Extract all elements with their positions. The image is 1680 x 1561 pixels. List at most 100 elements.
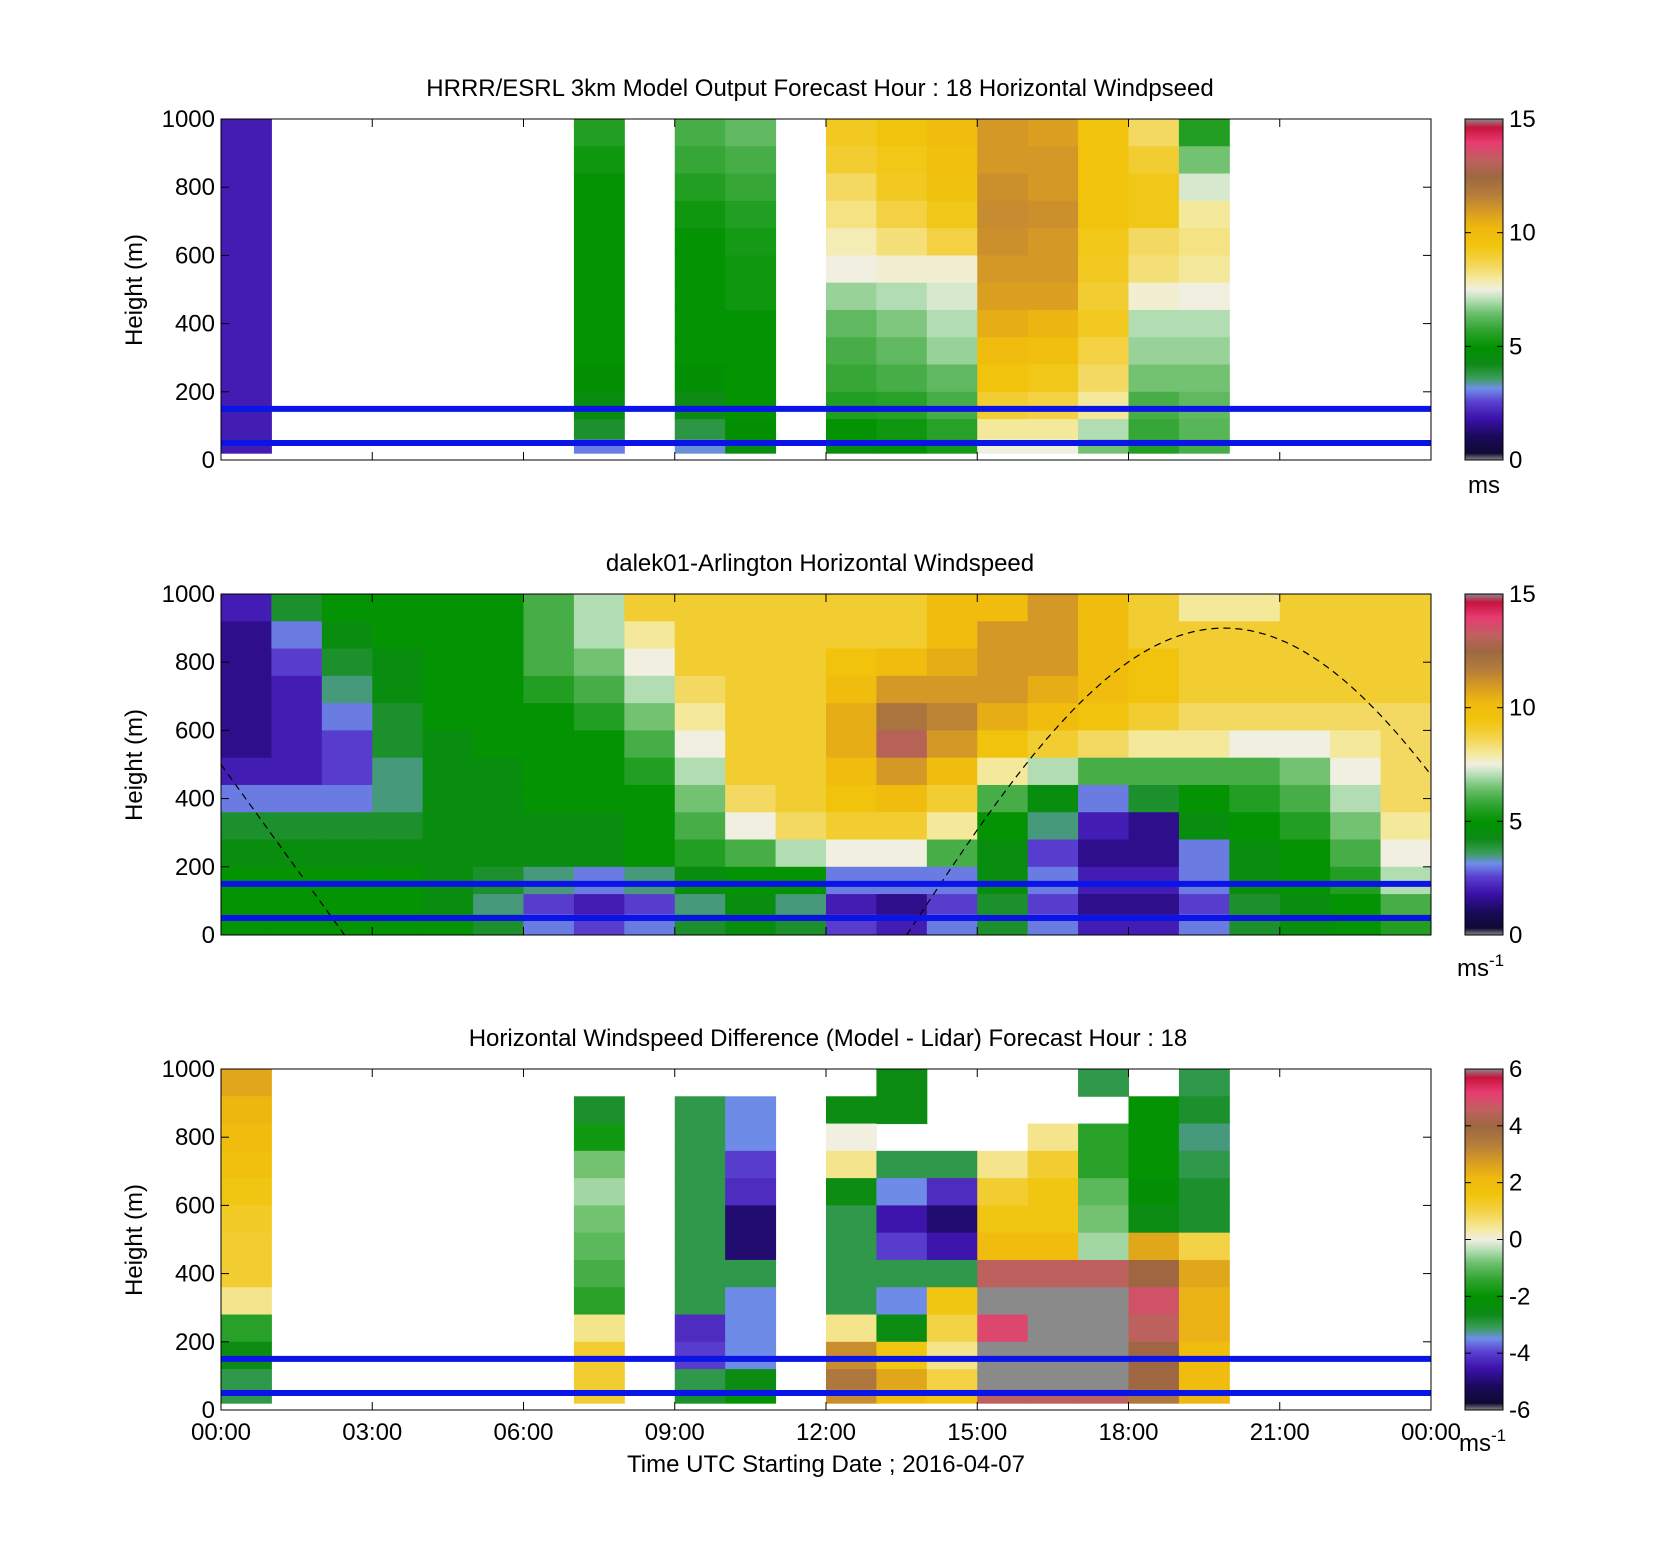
heatmap-cell — [926, 337, 978, 366]
heatmap-cell — [271, 648, 323, 677]
heatmap-cell — [725, 255, 777, 284]
heatmap-cell — [977, 894, 1029, 916]
heatmap-cell — [1279, 703, 1331, 731]
heatmap-cell — [1078, 255, 1129, 284]
heatmap-cell — [1178, 337, 1230, 366]
heatmap-cell — [926, 1369, 978, 1391]
heatmap-cell — [573, 364, 625, 393]
heatmap-cell — [1178, 1314, 1230, 1343]
ytick-label: 200 — [175, 379, 215, 406]
heatmap-cell — [977, 839, 1029, 868]
heatmap-cell — [674, 1205, 726, 1234]
heatmap-cell — [876, 812, 928, 841]
heatmap-cell — [1330, 675, 1382, 704]
heatmap-cell — [422, 703, 474, 731]
heatmap-cell — [826, 1096, 877, 1125]
heatmap-cell — [977, 146, 1029, 175]
heatmap-cell — [876, 648, 928, 677]
heatmap-cell — [1027, 391, 1079, 420]
colorbar-gradient — [1464, 118, 1504, 461]
heatmap-cell — [876, 839, 928, 868]
heatmap-cell — [221, 1178, 272, 1206]
heatmap-cell — [674, 1178, 726, 1206]
heatmap-cell — [1027, 866, 1079, 895]
heatmap-cell — [926, 1205, 978, 1234]
heatmap-cell — [271, 675, 323, 704]
heatmap-cell — [1330, 594, 1382, 622]
heatmap-cell — [1027, 309, 1079, 338]
panel-lidar: dalek01-Arlington Horizontal Windspeed 0… — [121, 550, 1536, 982]
xtick-label: 21:00 — [1250, 1419, 1310, 1446]
heatmap-cell — [977, 1287, 1029, 1316]
ytick-label: 0 — [202, 1397, 215, 1424]
heatmap-cell — [1078, 419, 1129, 441]
heatmap-cell — [1229, 894, 1281, 916]
heatmap-cell — [1380, 866, 1432, 895]
heatmap-cell — [1330, 757, 1382, 786]
heatmap-cell — [876, 228, 928, 256]
heatmap-cell — [1229, 812, 1281, 841]
heatmap-cell — [1330, 784, 1382, 813]
heatmap-cell — [271, 866, 323, 895]
heatmap-cell — [926, 621, 978, 650]
heatmap-cell — [221, 1369, 272, 1391]
heatmap-cell — [775, 894, 827, 916]
heatmap-cell — [826, 594, 877, 622]
heatmap-cell — [1027, 730, 1079, 759]
heatmap-cell — [624, 812, 676, 841]
heatmap-cell — [926, 391, 978, 420]
heatmap-cell — [221, 675, 272, 704]
heatmap-cell — [926, 894, 978, 916]
heatmap-cell — [1279, 894, 1331, 916]
heatmap-cell — [1078, 1314, 1129, 1343]
heatmap-cell — [1178, 200, 1230, 229]
heatmap-cell — [876, 757, 928, 786]
heatmap-cell — [674, 200, 726, 229]
heatmap-cell — [573, 173, 625, 202]
heatmap-cell — [1027, 200, 1079, 229]
heatmap-cell — [573, 1150, 625, 1179]
heatmap-cell — [221, 146, 272, 175]
heatmap-cell — [473, 621, 524, 650]
heatmap-cell — [926, 173, 978, 202]
heatmap-cell — [826, 391, 877, 420]
heatmap-cell — [573, 119, 625, 147]
panel-lidar-reference-lines — [221, 880, 1431, 921]
heatmap-cell — [926, 703, 978, 731]
heatmap-cell — [876, 1341, 928, 1370]
heatmap-cell — [674, 1287, 726, 1316]
heatmap-cell — [826, 866, 877, 895]
heatmap-cell — [1279, 594, 1331, 622]
heatmap-cell — [725, 1287, 777, 1316]
heatmap-cell — [926, 200, 978, 229]
heatmap-cell — [876, 894, 928, 916]
colorbar-tick-label: 0 — [1509, 922, 1522, 949]
heatmap-cell — [725, 784, 777, 813]
heatmap-cell — [422, 894, 474, 916]
heatmap-cell — [1178, 621, 1230, 650]
heatmap-cell — [1380, 675, 1432, 704]
heatmap-cell — [674, 391, 726, 420]
heatmap-cell — [826, 1123, 877, 1152]
heatmap-cell — [221, 812, 272, 841]
heatmap-cell — [624, 675, 676, 704]
heatmap-cell — [221, 866, 272, 895]
heatmap-cell — [1078, 866, 1129, 895]
panel-model-colorbar-unit: ms — [1468, 472, 1500, 499]
heatmap-cell — [1078, 146, 1129, 175]
heatmap-cell — [1128, 1314, 1180, 1343]
heatmap-cell — [321, 621, 373, 650]
heatmap-cell — [775, 784, 827, 813]
heatmap-cell — [523, 866, 575, 895]
heatmap-cell — [523, 594, 575, 622]
heatmap-cell — [422, 594, 474, 622]
heatmap-cell — [573, 419, 625, 441]
heatmap-cell — [926, 784, 978, 813]
heatmap-cell — [926, 1150, 978, 1179]
heatmap-cell — [977, 812, 1029, 841]
heatmap-cell — [372, 675, 424, 704]
heatmap-cell — [1078, 1232, 1129, 1261]
heatmap-cell — [1128, 391, 1180, 420]
heatmap-cell — [775, 839, 827, 868]
heatmap-cell — [977, 1369, 1029, 1391]
